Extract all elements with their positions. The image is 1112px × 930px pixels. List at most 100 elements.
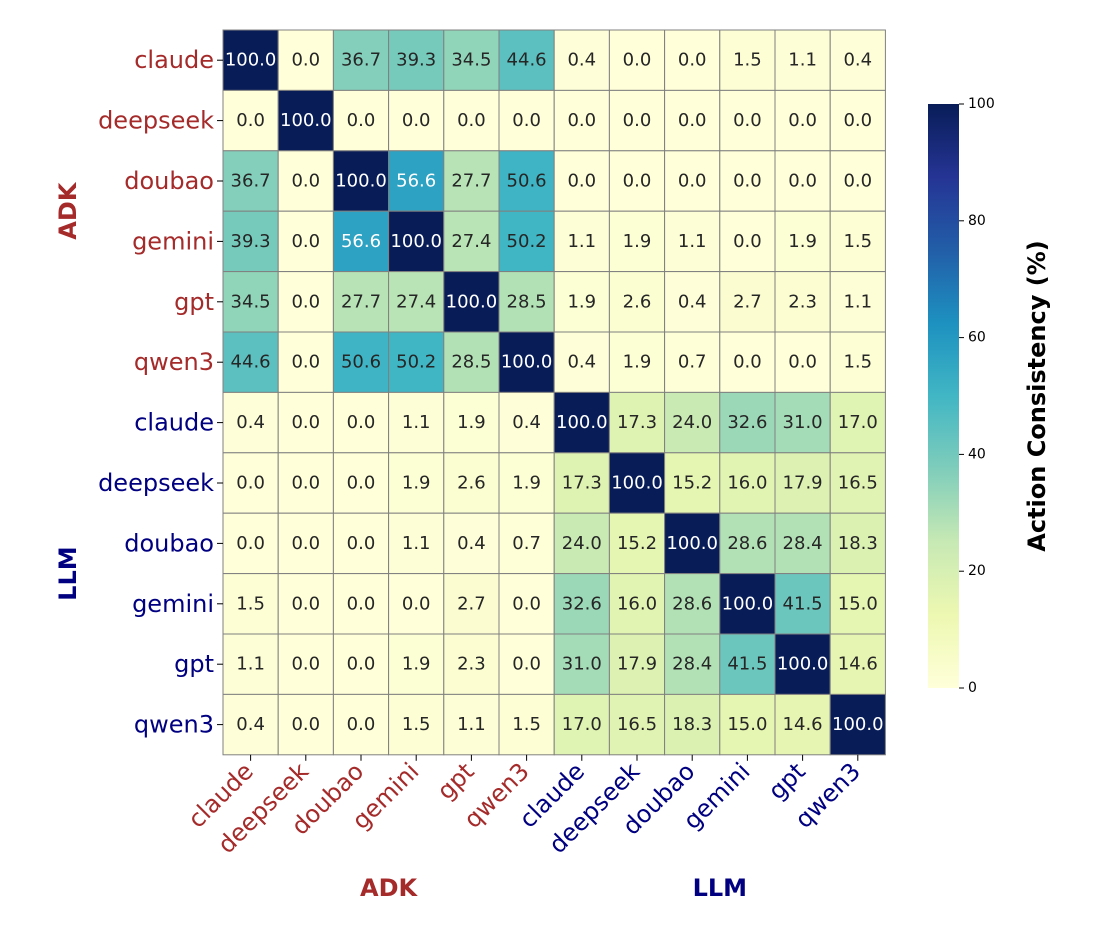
- heatmap-cell: [774, 89, 831, 152]
- heatmap-cell: [608, 331, 666, 393]
- colorbar-tick-label: 40: [968, 446, 986, 462]
- cell-value-label: 1.5: [843, 231, 872, 252]
- heatmap-cell: [443, 452, 500, 514]
- cell-value-label: 0.0: [347, 110, 376, 131]
- group-labels: ADK ADK LLM LLM: [54, 181, 747, 902]
- cell-value-label: 16.5: [838, 473, 878, 494]
- cell-value-label: 0.0: [291, 714, 320, 735]
- cell-value-label: 0.0: [788, 110, 817, 131]
- heatmap-cell: [829, 29, 886, 91]
- cell-value-label: 0.0: [291, 473, 320, 494]
- heatmap-cell: [498, 512, 555, 575]
- cell-value-label: 1.9: [623, 231, 652, 252]
- heatmap-cell: [332, 150, 390, 212]
- cell-value-label: 2.6: [623, 291, 652, 312]
- cell-value-label: 0.4: [678, 291, 707, 312]
- heatmap-cell: [553, 271, 610, 333]
- cell-value-label: 0.7: [512, 533, 541, 554]
- cell-value-label: 50.6: [341, 352, 381, 373]
- heatmap-cell: [222, 271, 279, 333]
- cell-value-label: 0.0: [291, 352, 320, 373]
- heatmap-cell: [553, 150, 610, 212]
- heatmap-cell: [443, 89, 500, 152]
- cell-value-label: 28.4: [672, 654, 712, 675]
- cell-value-label: 0.4: [843, 50, 872, 71]
- cell-value-label: 17.9: [617, 654, 657, 675]
- cell-value-label: 44.6: [507, 50, 547, 71]
- cell-value-label: 0.4: [457, 533, 486, 554]
- y-tick-label: gemini: [132, 227, 214, 255]
- cell-value-label: 50.2: [396, 352, 436, 373]
- cell-value-label: 56.6: [396, 171, 436, 192]
- heatmap-cell: [332, 271, 390, 333]
- cell-value-label: 2.7: [457, 593, 486, 614]
- heatmap-cell: [664, 331, 721, 393]
- heatmap-cell: [664, 210, 721, 273]
- x-group-label: ADK: [360, 874, 418, 902]
- y-tick-label: gpt: [174, 288, 214, 316]
- heatmap-cell: [829, 89, 886, 152]
- heatmap-cell: [719, 693, 776, 756]
- cell-value-label: 0.0: [291, 533, 320, 554]
- heatmap-cell: [388, 89, 445, 152]
- heatmap-cell: [498, 271, 555, 333]
- heatmap-cell: [332, 693, 390, 756]
- cell-value-label: 28.4: [783, 533, 823, 554]
- cell-value-label: 0.0: [457, 110, 486, 131]
- heatmap-cell: [388, 210, 445, 273]
- cell-value-label: 0.0: [291, 291, 320, 312]
- heatmap-cell: [443, 573, 500, 635]
- heatmap-cell: [332, 391, 390, 454]
- heatmap-cell: [774, 693, 831, 756]
- heatmap-cell: [553, 573, 610, 635]
- y-group-label: LLM: [54, 546, 82, 600]
- cell-value-label: 17.3: [617, 412, 657, 433]
- cell-value-label: 17.3: [562, 473, 602, 494]
- cell-value-label: 0.0: [512, 654, 541, 675]
- colorbar-gradient: [928, 104, 959, 688]
- heatmap-cell: [332, 512, 390, 575]
- cell-value-label: 1.5: [843, 352, 872, 373]
- heatmap-cell: [498, 29, 555, 91]
- heatmap-cell: [829, 452, 886, 514]
- heatmap-cell: [388, 512, 445, 575]
- heatmap-cells: [222, 29, 886, 756]
- cell-value-label: 100.0: [446, 291, 498, 312]
- cell-value-label: 0.0: [567, 110, 596, 131]
- heatmap-cell: [829, 150, 886, 212]
- colorbar-tick-label: 0: [968, 680, 977, 696]
- cell-value-label: 0.0: [291, 231, 320, 252]
- cell-value-label: 0.0: [291, 171, 320, 192]
- cell-value-label: 0.0: [733, 352, 762, 373]
- cell-value-label: 14.6: [838, 654, 878, 675]
- cell-value-label: 27.7: [451, 171, 491, 192]
- heatmap-cell: [388, 331, 445, 393]
- heatmap-cell: [553, 331, 610, 393]
- cell-value-label: 1.1: [402, 412, 431, 433]
- heatmap-cell: [498, 89, 555, 152]
- cell-value-label: 0.0: [512, 593, 541, 614]
- heatmap-cell: [608, 89, 666, 152]
- cell-value-label: 0.0: [291, 412, 320, 433]
- heatmap-cell: [388, 633, 445, 695]
- cell-value-label: 0.0: [843, 171, 872, 192]
- cell-value-label: 0.0: [843, 110, 872, 131]
- heatmap-cell: [498, 693, 555, 756]
- heatmap-cell: [277, 573, 334, 635]
- x-tick-label: gpt: [432, 757, 480, 805]
- cell-value-label: 44.6: [231, 352, 271, 373]
- cell-value-label: 0.0: [402, 593, 431, 614]
- y-tick-label: claude: [134, 46, 214, 74]
- cell-value-label: 100.0: [280, 110, 332, 131]
- x-group-label: LLM: [693, 874, 747, 902]
- cell-value-label: 32.6: [562, 593, 602, 614]
- cell-value-label: 27.4: [396, 291, 436, 312]
- cell-value-label: 17.0: [562, 714, 602, 735]
- colorbar-tick-label: 80: [968, 213, 986, 229]
- heatmap-cell: [719, 210, 776, 273]
- cell-value-label: 27.4: [451, 231, 491, 252]
- cell-value-label: 100.0: [611, 473, 663, 494]
- heatmap-cell: [774, 210, 831, 273]
- cell-value-label: 0.0: [733, 171, 762, 192]
- heatmap-cell: [774, 391, 831, 454]
